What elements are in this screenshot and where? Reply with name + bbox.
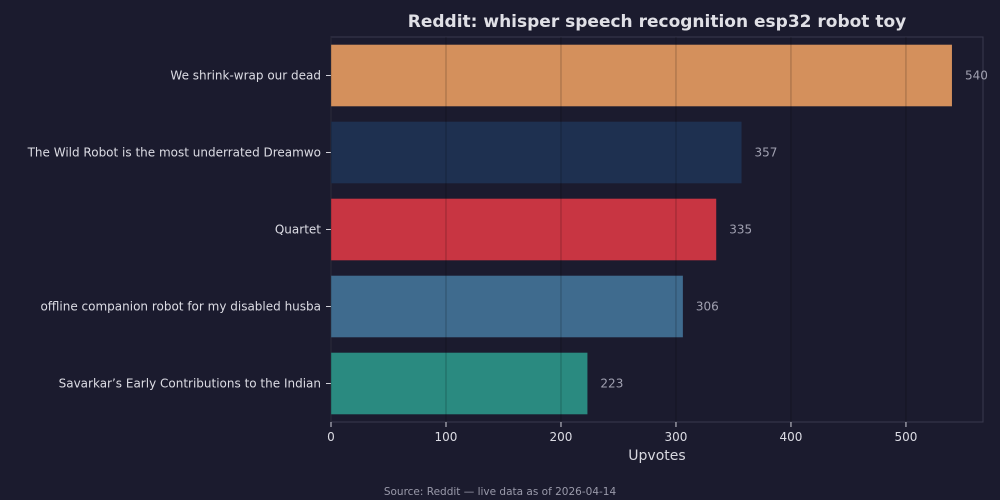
x-tick-label: 500 [895,430,918,444]
x-tick-label: 300 [665,430,688,444]
y-tick-label: Quartet [275,223,321,237]
data-label: 223 [600,377,623,391]
y-tick-label: offline companion robot for my disabled … [40,300,321,314]
bar [331,275,683,338]
x-tick-label: 200 [550,430,573,444]
x-tick-label: 0 [327,430,335,444]
bar [331,44,952,107]
y-tick-label: Savarkar’s Early Contributions to the In… [59,377,321,391]
bar [331,198,717,261]
y-tick-label: The Wild Robot is the most underrated Dr… [27,146,321,160]
bar [331,121,742,184]
source-note: Source: Reddit — live data as of 2026-04… [383,486,617,498]
data-label: 335 [729,223,752,237]
chart-title: Reddit: whisper speech recognition esp32… [407,12,907,32]
data-label: 540 [965,69,988,83]
x-axis-label: Upvotes [628,448,686,464]
x-tick-label: 100 [435,430,458,444]
y-tick-label: We shrink-wrap our dead [170,69,321,83]
data-label: 357 [755,146,778,160]
x-tick-label: 400 [780,430,803,444]
data-label: 306 [696,300,719,314]
bar [331,352,588,415]
